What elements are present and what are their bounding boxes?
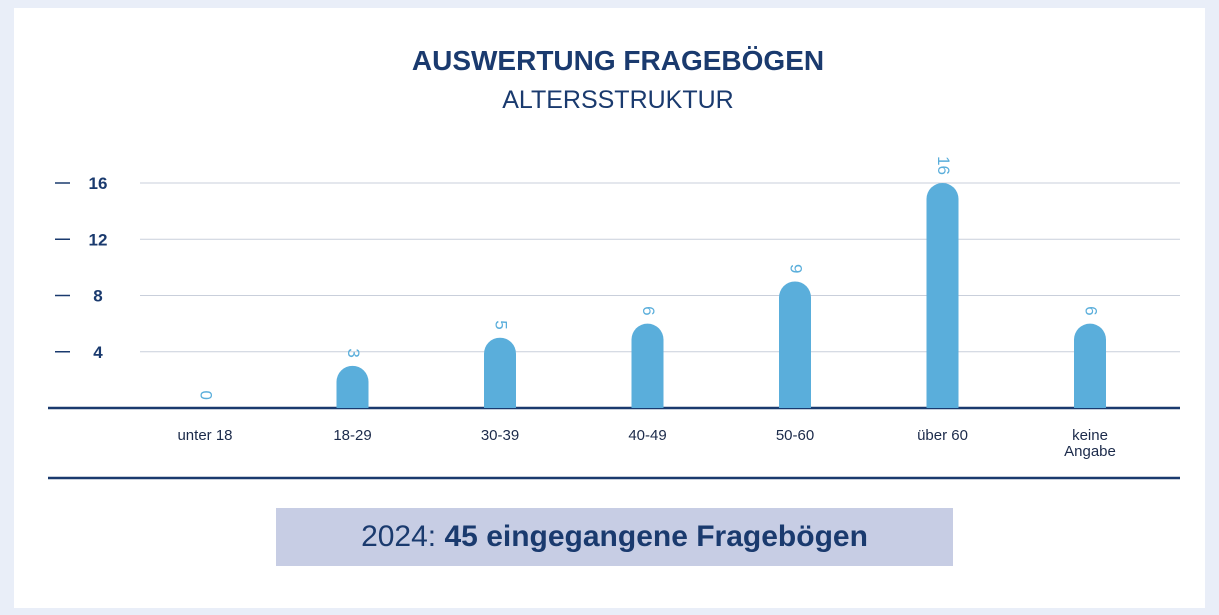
x-tick-label: keine Angabe	[1064, 427, 1116, 460]
y-tick-label: 16	[89, 174, 108, 193]
value-label: 6	[639, 306, 658, 315]
value-label: 3	[344, 348, 363, 357]
bar	[484, 337, 516, 408]
x-tick-label: 30-39	[480, 427, 520, 444]
bar	[779, 281, 811, 408]
value-label: 16	[934, 156, 953, 175]
footer: 2024: 45 eingegangene Fragebögen	[276, 508, 953, 566]
x-tick-label: 18-29	[333, 427, 372, 444]
y-tick-label: 8	[93, 287, 102, 306]
value-label: 5	[492, 320, 511, 329]
footer-year: 2024:	[361, 520, 437, 553]
bar	[1074, 323, 1106, 408]
y-tick-label: 4	[93, 343, 103, 362]
footer-text: 45 eingegangene Fragebögen	[444, 520, 868, 553]
x-tick-label: unter 18	[177, 427, 233, 444]
x-tick-label: 40-49	[628, 427, 667, 444]
y-tick-label: 12	[89, 230, 108, 249]
bar	[336, 365, 369, 408]
chart-subtitle: ALTERSSTRUKTUR	[502, 86, 734, 114]
value-label: 0	[197, 391, 216, 400]
bar	[631, 323, 664, 408]
bar	[926, 183, 959, 408]
value-label: 6	[1082, 306, 1101, 315]
x-tick-label: 50-60	[775, 427, 815, 444]
chart-title: AUSWERTUNG FRAGEBÖGEN	[412, 45, 824, 76]
value-label: 9	[787, 264, 806, 273]
x-tick-label: über 60	[917, 427, 968, 444]
